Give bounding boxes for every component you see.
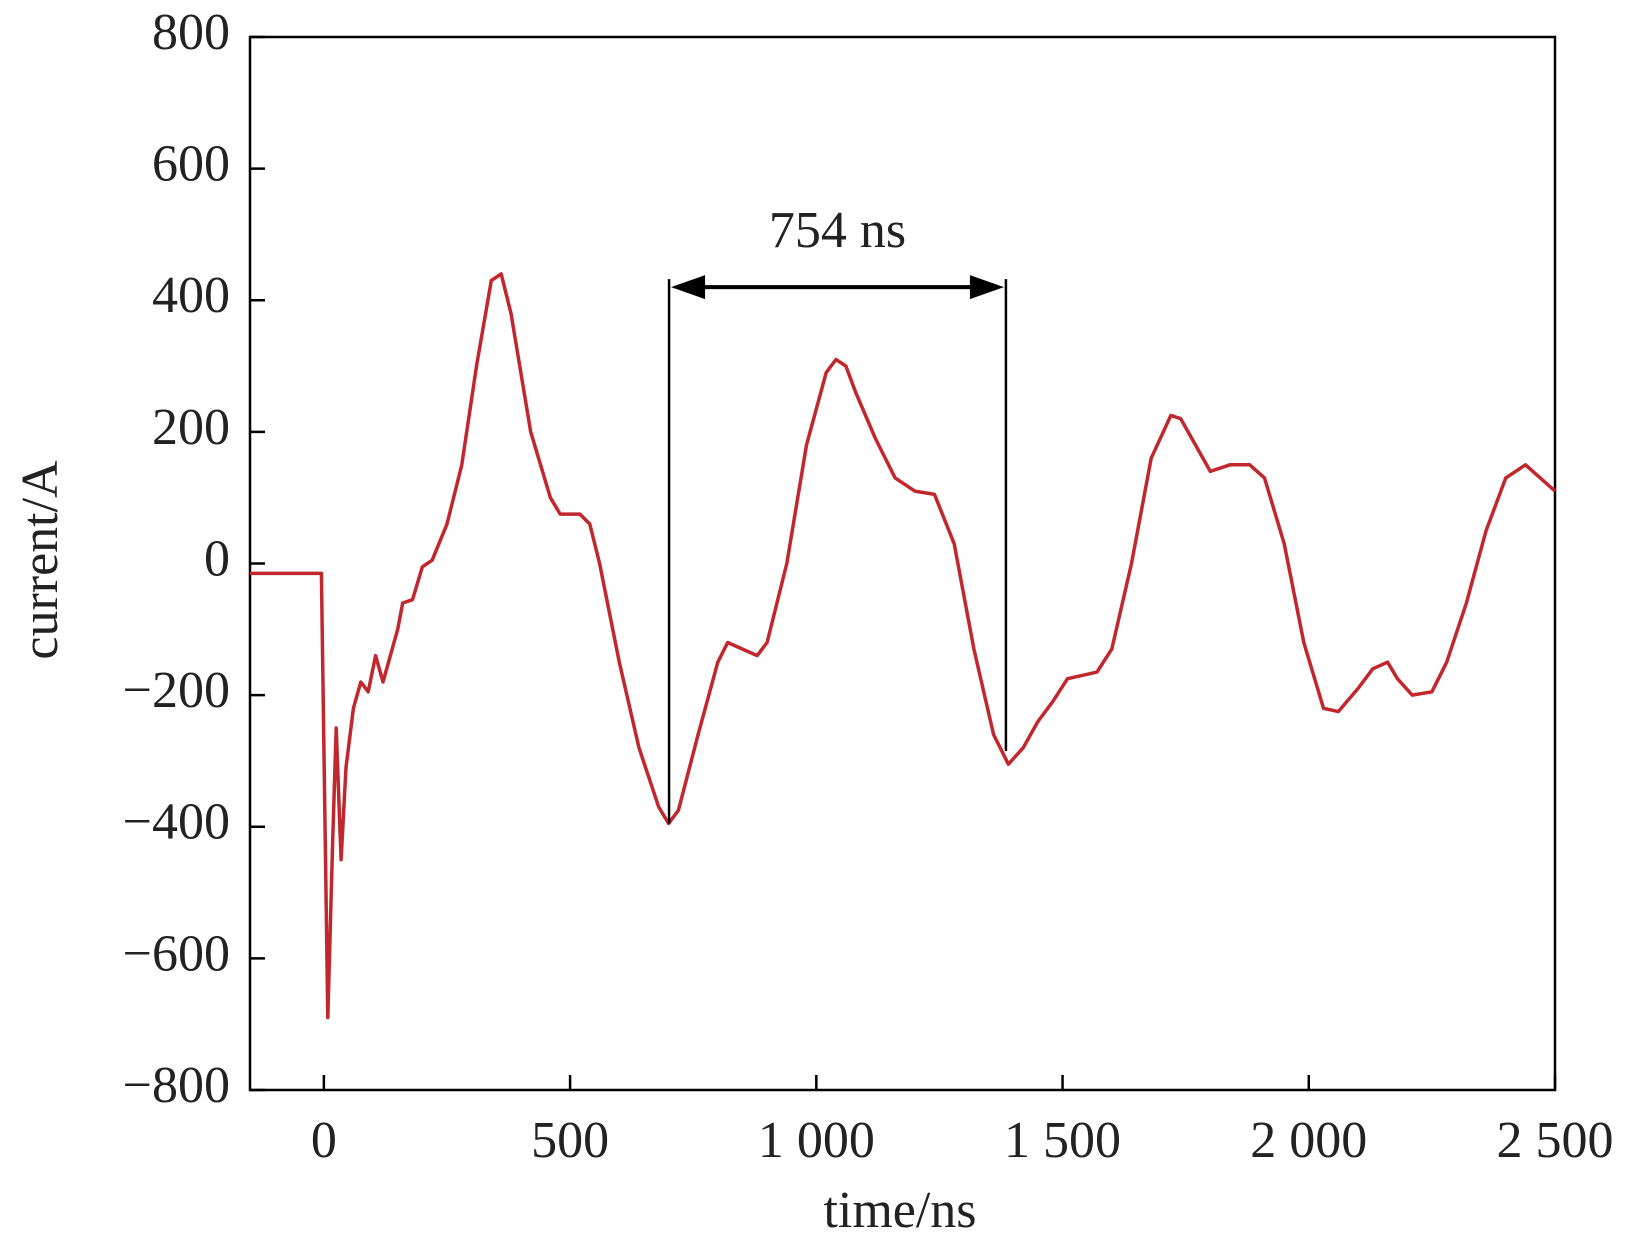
y-tick-label: 200 <box>152 399 230 456</box>
x-tick-label: 2 000 <box>1250 1112 1367 1169</box>
arrow-head <box>671 275 706 300</box>
annotation-text: 754 ns <box>769 202 906 259</box>
y-tick-label: −400 <box>123 794 230 851</box>
y-axis-label: current/A <box>12 460 69 660</box>
y-tick-label: 0 <box>204 530 230 587</box>
data-line <box>250 272 1557 1020</box>
y-tick-label: 800 <box>152 4 230 61</box>
x-tick-label: 500 <box>531 1112 609 1169</box>
x-tick-label: 0 <box>311 1112 337 1169</box>
x-tick-label: 1 500 <box>1004 1112 1121 1169</box>
x-tick-label: 2 500 <box>1497 1112 1614 1169</box>
y-tick-label: 400 <box>152 267 230 324</box>
y-tick-label: 600 <box>152 136 230 193</box>
plot-frame <box>248 35 1557 1092</box>
y-tick-label: −200 <box>123 662 230 719</box>
x-axis-label: time/ns <box>823 1182 976 1239</box>
y-tick-label: −600 <box>123 925 230 982</box>
y-tick-label: −800 <box>123 1057 230 1114</box>
arrow-head <box>969 275 1004 300</box>
x-tick-label: 1 000 <box>758 1112 875 1169</box>
